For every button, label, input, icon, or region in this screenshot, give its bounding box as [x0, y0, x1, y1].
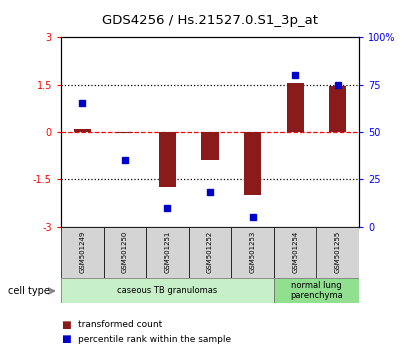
Bar: [146, 227, 189, 278]
Text: GSM501250: GSM501250: [122, 231, 128, 273]
Text: caseous TB granulomas: caseous TB granulomas: [117, 286, 218, 295]
Bar: [61, 278, 274, 303]
Text: ■: ■: [61, 334, 71, 344]
Text: GSM501249: GSM501249: [79, 231, 85, 273]
Bar: [61, 227, 103, 278]
Text: GSM501255: GSM501255: [335, 231, 341, 273]
Text: percentile rank within the sample: percentile rank within the sample: [78, 335, 231, 344]
Text: GSM501252: GSM501252: [207, 231, 213, 273]
Bar: [103, 227, 146, 278]
Text: GSM501254: GSM501254: [292, 231, 298, 273]
Bar: [116, 132, 133, 133]
Bar: [202, 132, 218, 160]
Bar: [274, 278, 359, 303]
Text: GSM501253: GSM501253: [249, 231, 256, 273]
Bar: [329, 86, 346, 132]
Text: cell type: cell type: [8, 286, 50, 296]
Text: GDS4256 / Hs.21527.0.S1_3p_at: GDS4256 / Hs.21527.0.S1_3p_at: [102, 14, 318, 27]
Bar: [159, 132, 176, 187]
Bar: [244, 132, 261, 195]
Text: GSM501251: GSM501251: [164, 231, 171, 273]
Text: ■: ■: [61, 320, 71, 330]
Bar: [317, 227, 359, 278]
Bar: [74, 129, 91, 132]
Bar: [274, 227, 317, 278]
Bar: [287, 83, 304, 132]
Bar: [231, 227, 274, 278]
Text: normal lung
parenchyma: normal lung parenchyma: [290, 281, 343, 300]
Text: transformed count: transformed count: [78, 320, 162, 330]
Bar: [189, 227, 231, 278]
